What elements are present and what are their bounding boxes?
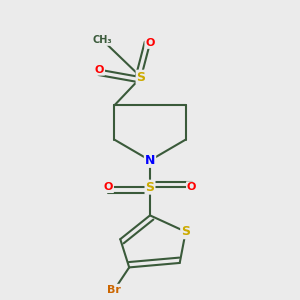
Text: O: O: [95, 65, 104, 75]
Text: CH₃: CH₃: [93, 35, 112, 45]
Text: S: S: [181, 225, 190, 238]
Text: S: S: [136, 71, 146, 84]
Text: S: S: [146, 181, 154, 194]
Text: O: O: [145, 38, 155, 48]
Text: N: N: [145, 154, 155, 167]
Text: O: O: [187, 182, 196, 192]
Text: O: O: [104, 182, 113, 192]
Text: Br: Br: [107, 285, 121, 295]
